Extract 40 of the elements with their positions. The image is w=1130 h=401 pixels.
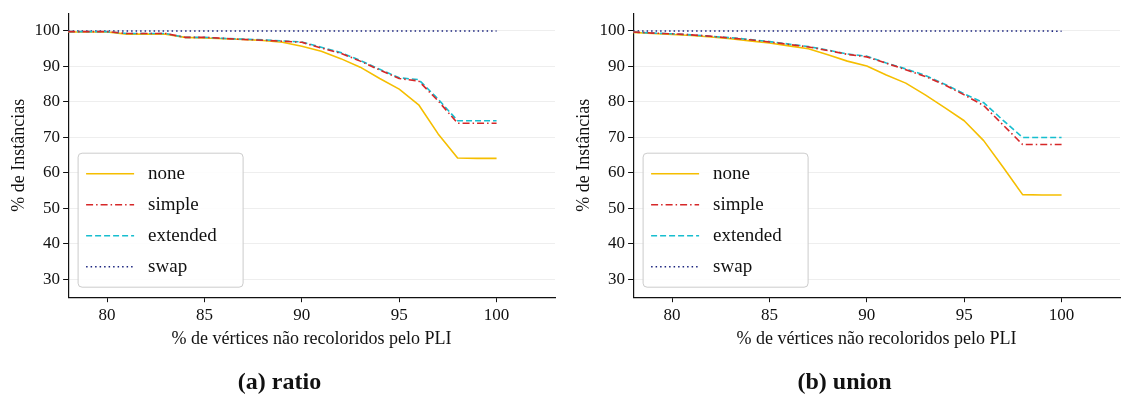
x-tick-label: 90: [858, 304, 876, 324]
y-tick-label: 30: [43, 268, 61, 288]
y-tick-label: 40: [43, 233, 61, 253]
y-tick-label: 50: [43, 197, 61, 217]
x-tick-label: 95: [955, 304, 973, 324]
y-axis-title: % de Instâncias: [7, 98, 28, 212]
legend-label: swap: [148, 254, 188, 276]
x-tick-label: 95: [390, 304, 408, 324]
legend-label: swap: [713, 254, 753, 276]
y-axis-title: % de Instâncias: [572, 98, 593, 212]
x-tick-label: 100: [483, 304, 510, 324]
legend-label: simple: [148, 192, 199, 214]
x-tick-label: 85: [195, 304, 213, 324]
y-tick-label: 70: [43, 126, 61, 146]
y-tick-label: 80: [43, 91, 61, 111]
y-tick-label: 100: [599, 20, 626, 40]
x-tick-label: 85: [760, 304, 778, 324]
y-tick-label: 90: [608, 55, 626, 75]
x-tick-label: 100: [1048, 304, 1075, 324]
y-tick-label: 40: [608, 233, 626, 253]
x-tick-label: 90: [293, 304, 311, 324]
x-axis-title: % de vértices não recoloridos pelo PLI: [171, 328, 452, 349]
legend-label: extended: [713, 223, 783, 245]
y-tick-label: 60: [608, 162, 626, 182]
text: (b) union: [797, 367, 892, 394]
y-tick-label: 60: [43, 162, 61, 182]
legend-label: simple: [713, 192, 764, 214]
legend-label: none: [713, 161, 751, 183]
y-tick-label: 100: [34, 20, 61, 40]
legend-label: extended: [148, 223, 218, 245]
text: (a) ratio: [237, 367, 322, 394]
y-tick-label: 80: [608, 91, 626, 111]
x-tick-label: 80: [98, 304, 116, 324]
legend-label: none: [148, 161, 186, 183]
y-tick-label: 30: [608, 268, 626, 288]
y-tick-label: 90: [43, 55, 61, 75]
x-tick-label: 80: [663, 304, 681, 324]
y-tick-label: 70: [608, 126, 626, 146]
y-tick-label: 50: [608, 197, 626, 217]
x-axis-title: % de vértices não recoloridos pelo PLI: [736, 328, 1017, 349]
